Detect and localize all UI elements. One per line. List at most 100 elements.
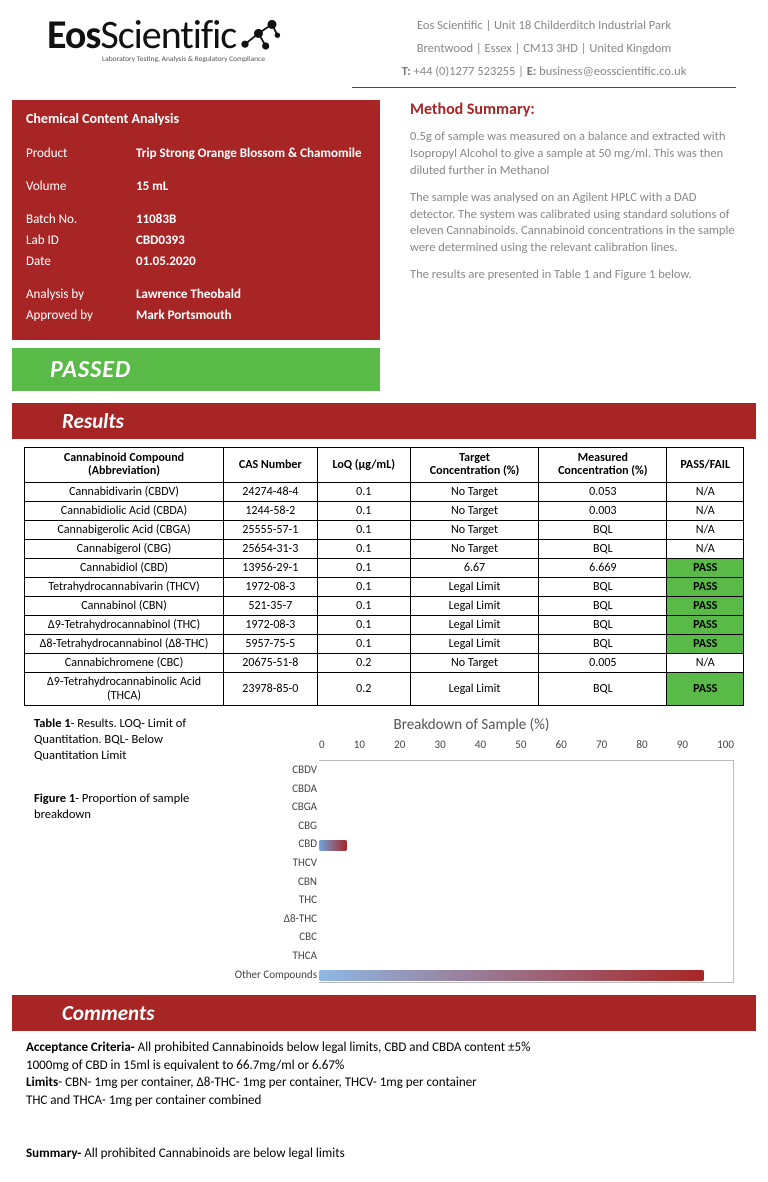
method-title: Method Summary:: [410, 100, 738, 119]
figure1-caption: Figure 1- Proportion of sample breakdown: [34, 791, 199, 822]
figure-labels: Table 1- Results. LOQ- Limit of Quantita…: [34, 716, 199, 983]
table-row: Cannabigerol (CBG)25654-31-30.1No Target…: [25, 540, 744, 559]
x-tick: 90: [677, 738, 688, 758]
cell: 25654-31-3: [224, 540, 318, 559]
cell: 13956-29-1: [224, 559, 318, 578]
table-row: Δ9-Tetrahydrocannabinolic Acid (THCA)239…: [25, 673, 744, 706]
email: business@eosscientific.co.uk: [539, 64, 686, 79]
acceptance-line: Acceptance Criteria- All prohibited Cann…: [26, 1039, 742, 1057]
cell: N/A: [667, 540, 744, 559]
cell: Cannabidiol (CBD): [25, 559, 224, 578]
y-label: CBDV: [199, 763, 317, 776]
approved-val: Mark Portsmouth: [136, 305, 362, 326]
phone-label: T:: [402, 64, 411, 79]
cell: 0.005: [539, 654, 667, 673]
cell: BQL: [539, 578, 667, 597]
cell: Cannabidiolic Acid (CBDA): [25, 502, 224, 521]
y-label: THCA: [199, 949, 317, 962]
y-axis-labels: CBDVCBDACBGACBGCBDTHCVCBNTHCΔ8-THCCBCTHC…: [199, 760, 317, 983]
chart-bar: [319, 840, 347, 851]
cell: No Target: [410, 540, 538, 559]
y-label: CBD: [199, 837, 317, 850]
cell: 0.1: [317, 559, 410, 578]
cell: 0.2: [317, 673, 410, 706]
phone: +44 (0)1277 523255: [414, 64, 516, 79]
volume-lbl: Volume: [26, 176, 136, 197]
cell: 0.1: [317, 616, 410, 635]
x-tick: 20: [394, 738, 405, 758]
date-val: 01.05.2020: [136, 251, 362, 272]
product-lbl: Product: [26, 143, 136, 164]
x-tick: 10: [354, 738, 365, 758]
approved-lbl: Approved by: [26, 305, 136, 326]
analysis-info-box: Chemical Content Analysis ProductTrip St…: [12, 100, 380, 340]
addr1: Eos Scientific | Unit 18 Childerditch In…: [332, 18, 756, 33]
cell: 0.1: [317, 483, 410, 502]
cell: 6.67: [410, 559, 538, 578]
cell: Cannabigerol (CBG): [25, 540, 224, 559]
x-tick: 70: [596, 738, 607, 758]
lab-report: EosScientific Laboratory Testing, Analys…: [0, 0, 768, 1182]
logo-block: EosScientific Laboratory Testing, Analys…: [12, 12, 332, 64]
mid-row: Chemical Content Analysis ProductTrip St…: [12, 100, 756, 340]
col-header: CAS Number: [224, 448, 318, 483]
cell: No Target: [410, 521, 538, 540]
cell: BQL: [539, 521, 667, 540]
y-label: THCV: [199, 856, 317, 869]
y-label: CBC: [199, 930, 317, 943]
cell: PASS: [667, 673, 744, 706]
addr2: Brentwood | Essex | CM13 3HD | United Ki…: [332, 41, 756, 56]
cell: 0.1: [317, 578, 410, 597]
breakdown-chart: 0102030405060708090100 CBDVCBDACBGACBGCB…: [199, 738, 744, 983]
cell: 6.669: [539, 559, 667, 578]
comments-block: Acceptance Criteria- All prohibited Cann…: [26, 1039, 742, 1162]
table-row: Cannabidiol (CBD)13956-29-10.16.676.669P…: [25, 559, 744, 578]
results-table: Cannabinoid Compound(Abbreviation)CAS Nu…: [24, 447, 744, 706]
box-title: Chemical Content Analysis: [26, 110, 366, 127]
cell: Legal Limit: [410, 597, 538, 616]
cell: 1972-08-3: [224, 616, 318, 635]
chart-wrap: Breakdown of Sample (%) 0102030405060708…: [199, 716, 744, 983]
y-label: CBN: [199, 875, 317, 888]
method-p1: 0.5g of sample was measured on a balance…: [410, 129, 738, 180]
labid-lbl: Lab ID: [26, 230, 136, 251]
col-header: Cannabinoid Compound(Abbreviation): [25, 448, 224, 483]
col-header: TargetConcentration (%): [410, 448, 538, 483]
cell: 0.003: [539, 502, 667, 521]
labid-val: CBD0393: [136, 230, 362, 251]
x-tick: 60: [556, 738, 567, 758]
table-row: Cannabigerolic Acid (CBGA)25555-57-10.1N…: [25, 521, 744, 540]
plot-area: [319, 760, 734, 983]
cell: 0.1: [317, 521, 410, 540]
cell: Legal Limit: [410, 635, 538, 654]
cell: N/A: [667, 521, 744, 540]
cell: No Target: [410, 483, 538, 502]
cell: Tetrahydrocannabivarin (THCV): [25, 578, 224, 597]
col-header: PASS/FAIL: [667, 448, 744, 483]
col-header: LoQ (µg/mL): [317, 448, 410, 483]
cell: Cannabigerolic Acid (CBGA): [25, 521, 224, 540]
cell: Legal Limit: [410, 616, 538, 635]
cell: Legal Limit: [410, 578, 538, 597]
table1-caption: Table 1- Results. LOQ- Limit of Quantita…: [34, 716, 199, 763]
method-summary: Method Summary: 0.5g of sample was measu…: [380, 100, 756, 294]
info-table: ProductTrip Strong Orange Blossom & Cham…: [26, 143, 362, 326]
table-row: Δ8-Tetrahydrocannabinol (Δ8-THC)5957-75-…: [25, 635, 744, 654]
chart-bar: [319, 970, 704, 981]
cell: Legal Limit: [410, 673, 538, 706]
cell: BQL: [539, 616, 667, 635]
contact-line: T: +44 (0)1277 523255 | E: business@eoss…: [332, 64, 756, 79]
cell: Δ9-Tetrahydrocannabinolic Acid (THCA): [25, 673, 224, 706]
table-row: Δ9-Tetrahydrocannabinol (THC)1972-08-30.…: [25, 616, 744, 635]
cell: BQL: [539, 635, 667, 654]
cell: 25555-57-1: [224, 521, 318, 540]
cell: N/A: [667, 502, 744, 521]
table-row: Cannabidiolic Acid (CBDA)1244-58-20.1No …: [25, 502, 744, 521]
x-tick: 30: [435, 738, 446, 758]
y-label: Other Compounds: [199, 968, 317, 981]
figure-row: Table 1- Results. LOQ- Limit of Quantita…: [34, 716, 744, 983]
chart-title: Breakdown of Sample (%): [199, 716, 744, 734]
cell: BQL: [539, 673, 667, 706]
x-tick: 80: [636, 738, 647, 758]
table-row: Tetrahydrocannabivarin (THCV)1972-08-30.…: [25, 578, 744, 597]
